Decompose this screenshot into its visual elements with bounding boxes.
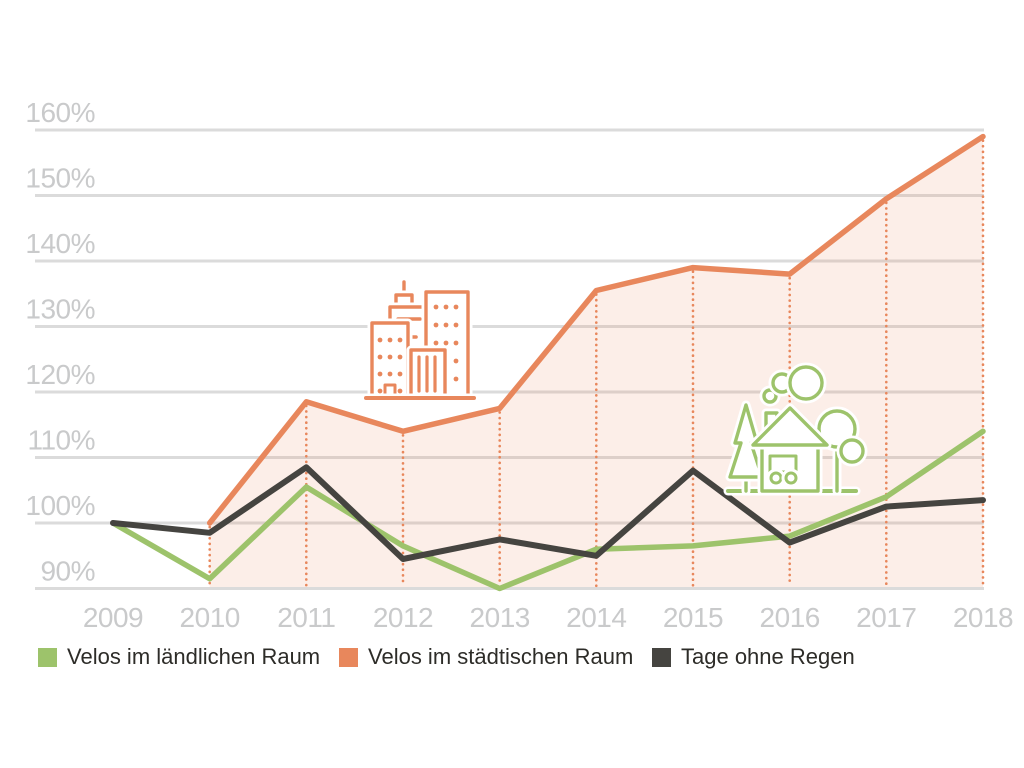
y-axis-tick-label: 160% [25,97,95,128]
series-lines-layer [110,133,986,592]
x-axis-tick-label: 2016 [760,602,820,633]
decorative-icons-layer [361,277,868,496]
series-line-rain [110,464,986,562]
legend-item-rural: Velos im ländlichen Raum [38,644,320,670]
y-axis-tick-label: 110% [27,425,95,456]
x-axis-tick-label: 2011 [277,602,335,633]
x-axis-tick-label: 2013 [470,602,530,633]
legend: Velos im ländlichen Raum Velos im städti… [0,644,1024,670]
gridlines: 160% 150% 140% 130% 120% 110% 100% 90% [25,97,984,590]
legend-label-rural: Velos im ländlichen Raum [67,644,321,669]
legend-item-urban: Velos im städtischen Raum [339,644,633,670]
legend-swatch-urban-icon [339,647,358,667]
y-axis-tick-label: 100% [25,490,95,521]
y-axis-tick-label: 150% [25,163,95,194]
legend-swatch-rural-icon [38,647,57,667]
x-axis-tick-label: 2015 [663,602,723,633]
legend-swatch-rain-icon [652,647,671,667]
x-axis-labels: 2009 2010 2011 2012 2013 2014 2015 2016 2017 2018 [83,602,1014,633]
x-axis-tick-label: 2009 [83,602,143,633]
legend-item-rain: Tage ohne Regen [652,644,855,670]
y-axis-tick-label: 130% [25,294,95,325]
x-axis-tick-label: 2010 [180,602,240,633]
x-axis-tick-label: 2017 [856,602,916,633]
y-axis-tick-label: 90% [40,556,95,587]
x-axis-tick-label: 2018 [953,602,1013,633]
legend-label-rain: Tage ohne Regen [681,644,855,669]
series-line-rural [110,428,986,592]
y-axis-tick-label: 120% [25,359,95,390]
house-with-trees-icon [723,362,868,496]
x-axis-tick-label: 2012 [373,602,433,633]
series-line-urban [206,133,986,526]
legend-label-urban: Velos im städtischen Raum [368,644,634,669]
y-axis-tick-label: 140% [25,228,95,259]
city-buildings-icon [361,277,479,403]
x-axis-tick-label: 2014 [566,602,626,633]
